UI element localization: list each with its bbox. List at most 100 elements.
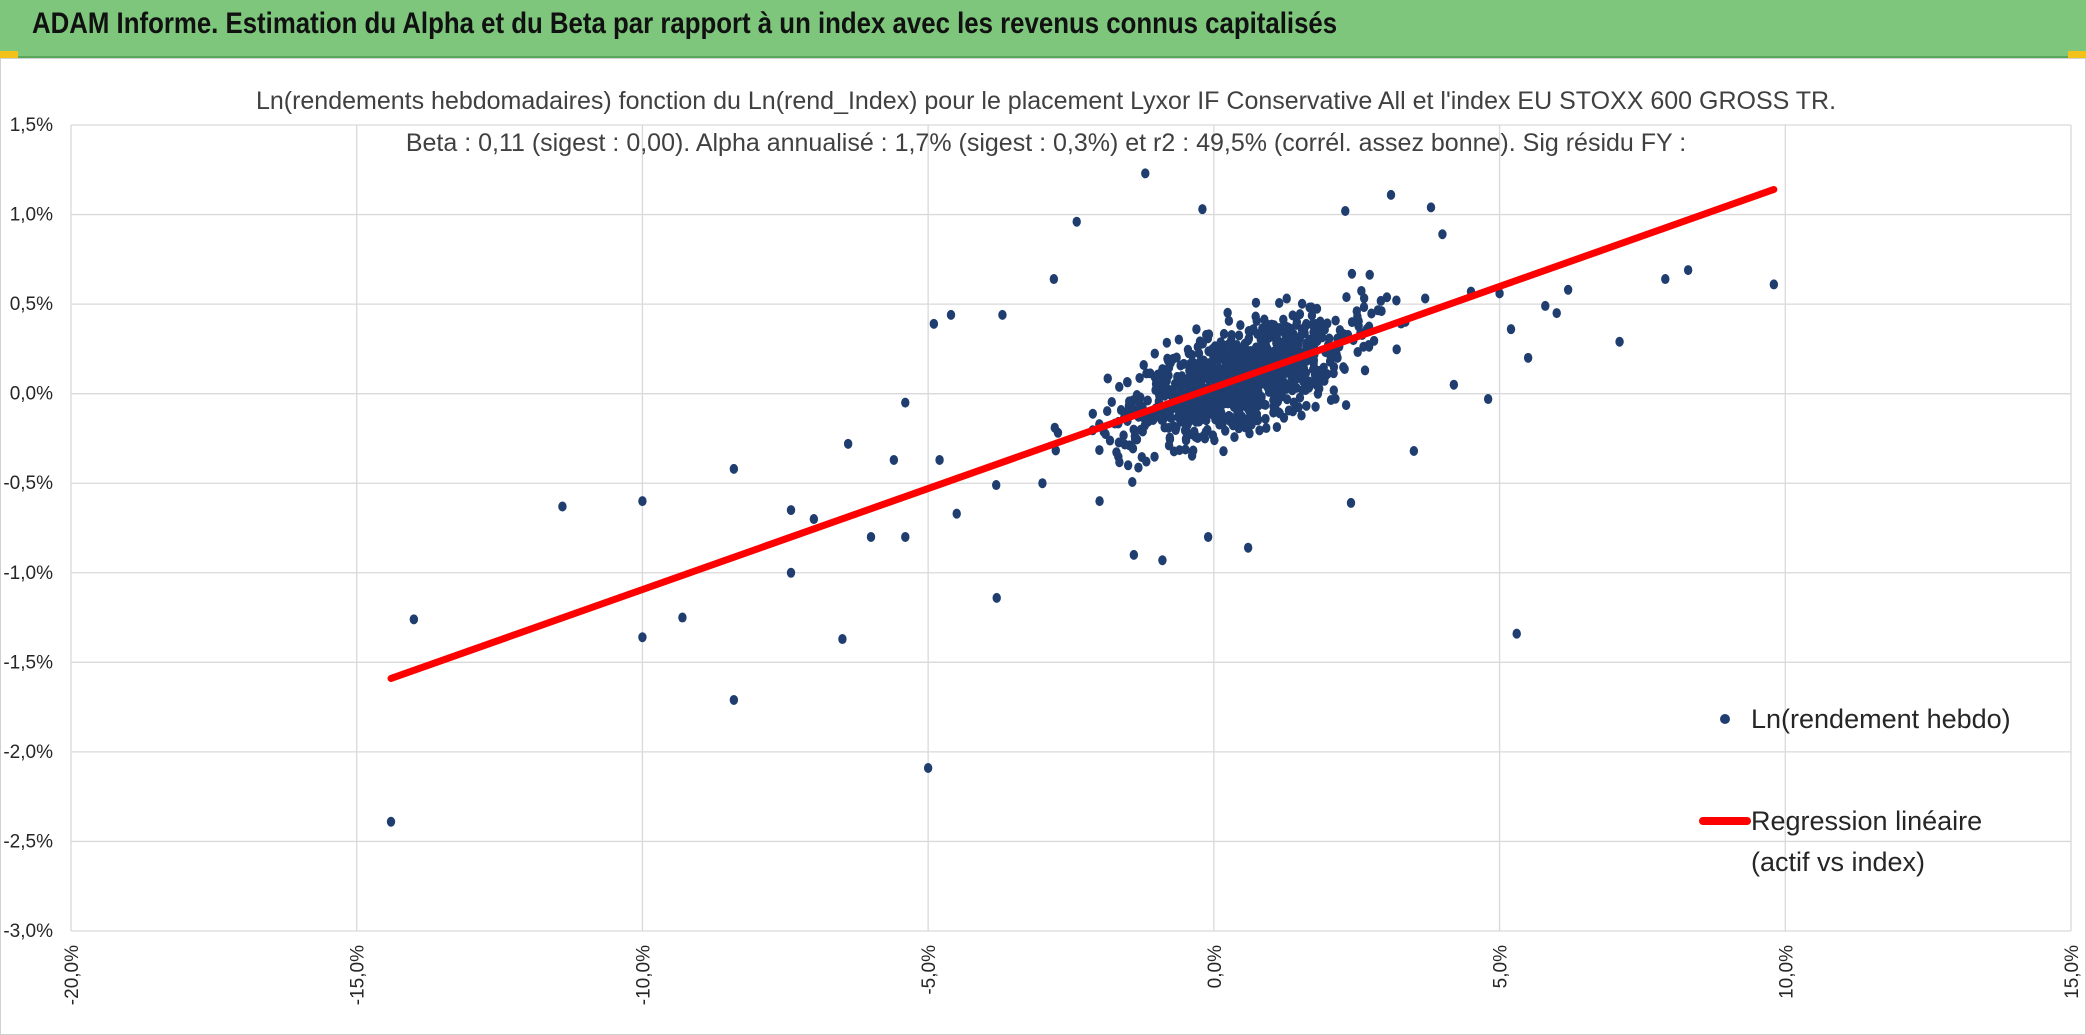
scatter-point bbox=[1255, 425, 1264, 436]
scatter-point bbox=[1335, 325, 1345, 336]
scatter-point bbox=[1190, 373, 1199, 384]
scatter-point bbox=[1130, 434, 1140, 445]
scatter-point bbox=[1392, 295, 1401, 306]
scatter-point bbox=[1140, 420, 1149, 431]
scatter-point bbox=[838, 634, 847, 645]
scatter-point bbox=[952, 508, 961, 519]
scatter-point bbox=[1184, 348, 1193, 359]
scatter-point bbox=[1297, 410, 1306, 421]
scatter-point bbox=[1326, 350, 1335, 361]
scatter-point bbox=[1208, 343, 1217, 354]
scatter-point bbox=[1174, 411, 1183, 422]
scatter-point bbox=[1661, 274, 1670, 285]
scatter-point bbox=[1150, 451, 1159, 462]
x-tick-label-0: -20,0% bbox=[62, 945, 83, 1005]
scatter-point bbox=[1333, 352, 1342, 363]
scatter-point bbox=[1171, 425, 1180, 436]
scatter-point bbox=[1123, 377, 1132, 388]
scatter-point bbox=[1128, 477, 1137, 488]
scatter-point bbox=[1541, 300, 1550, 311]
scatter-point bbox=[1129, 424, 1138, 435]
scatter-point bbox=[1119, 430, 1128, 441]
scatter-point bbox=[998, 309, 1007, 320]
scatter-point bbox=[1239, 344, 1249, 355]
scatter-point bbox=[1297, 298, 1307, 309]
scatter-point bbox=[1373, 305, 1383, 316]
scatter-point bbox=[1164, 422, 1173, 433]
scatter-point bbox=[1311, 332, 1320, 343]
scatter-point bbox=[1552, 308, 1561, 319]
scatter-point bbox=[1483, 394, 1493, 405]
scatter-point bbox=[1291, 374, 1300, 385]
scatter-point bbox=[1252, 392, 1261, 403]
y-tick-label-3: 0,0% bbox=[10, 384, 53, 405]
scatter-point bbox=[1232, 340, 1242, 351]
scatter-point bbox=[1230, 432, 1239, 443]
legend-label-regression-line2: (actif vs index) bbox=[1751, 847, 1925, 877]
scatter-point bbox=[946, 309, 956, 320]
scatter-point bbox=[1237, 399, 1246, 410]
scatter-point bbox=[1297, 329, 1306, 340]
scatter-point bbox=[1269, 348, 1278, 359]
scatter-point bbox=[1139, 360, 1148, 371]
scatter-point bbox=[1365, 269, 1374, 280]
scatter-point bbox=[1158, 555, 1167, 566]
scatter-point bbox=[1284, 405, 1294, 416]
scatter-point bbox=[1449, 379, 1459, 390]
corner-marker-right bbox=[2068, 51, 2086, 58]
scatter-point bbox=[1204, 329, 1214, 340]
scatter-point bbox=[1228, 420, 1238, 431]
scatter-point bbox=[1221, 425, 1230, 436]
scatter-point bbox=[1506, 324, 1516, 335]
scatter-point bbox=[1367, 308, 1376, 319]
data-points bbox=[386, 168, 1779, 827]
scatter-point bbox=[1252, 315, 1261, 326]
scatter-point bbox=[992, 592, 1001, 603]
scatter-point bbox=[1251, 383, 1260, 394]
scatter-point bbox=[1325, 333, 1334, 344]
scatter-point bbox=[386, 816, 396, 827]
scatter-point bbox=[1164, 440, 1174, 451]
scatter-point bbox=[1262, 423, 1271, 434]
axis-ticks: 1,5% 1,0% 0,5% 0,0% -0,5% -1,0% -1,5% -2,0% -2,5… bbox=[3, 115, 2083, 1005]
scatter-point bbox=[1386, 189, 1396, 200]
scatter-point bbox=[1259, 375, 1269, 386]
scatter-point bbox=[1049, 274, 1059, 285]
report-title: ADAM Informe. Estimation du Alpha et du … bbox=[32, 7, 1338, 40]
scatter-point bbox=[843, 438, 853, 449]
scatter-point bbox=[1409, 445, 1419, 456]
scatter-point bbox=[1224, 315, 1234, 326]
scatter-point bbox=[1150, 348, 1159, 359]
x-tick-label-5: 5,0% bbox=[1491, 945, 1512, 988]
scatter-point bbox=[935, 454, 944, 465]
scatter-point bbox=[1353, 347, 1362, 358]
scatter-point bbox=[1347, 268, 1357, 279]
scatter-point bbox=[1120, 439, 1130, 450]
scatter-point bbox=[1329, 368, 1338, 379]
scatter-point bbox=[786, 567, 796, 578]
scatter-point bbox=[1236, 383, 1245, 394]
scatter-point bbox=[1205, 397, 1215, 408]
scatter-point bbox=[1320, 371, 1330, 382]
gridlines bbox=[70, 124, 2072, 932]
scatter-point bbox=[1523, 352, 1533, 363]
y-tick-label-8: -2,5% bbox=[3, 831, 53, 852]
scatter-point bbox=[1309, 362, 1319, 373]
scatter-point bbox=[1360, 365, 1370, 376]
y-tick-label-0: 1,5% bbox=[10, 115, 53, 136]
scatter-point bbox=[1346, 497, 1356, 508]
scatter-point bbox=[1282, 293, 1291, 304]
scatter-point bbox=[729, 694, 739, 705]
legend-marker-scatter bbox=[1720, 714, 1730, 724]
x-tick-label-4: 0,0% bbox=[1205, 945, 1226, 988]
scatter-point bbox=[1088, 408, 1098, 419]
scatter-point bbox=[1103, 373, 1112, 384]
scatter-point bbox=[1203, 407, 1212, 418]
scatter-point bbox=[1392, 344, 1401, 355]
scatter-point bbox=[1198, 338, 1207, 349]
legend-label-regression-line1: Regression linéaire bbox=[1751, 806, 1982, 836]
scatter-point bbox=[1276, 323, 1286, 334]
scatter-point bbox=[1295, 392, 1305, 403]
scatter-point bbox=[1285, 368, 1294, 379]
scatter-point bbox=[1190, 426, 1199, 437]
